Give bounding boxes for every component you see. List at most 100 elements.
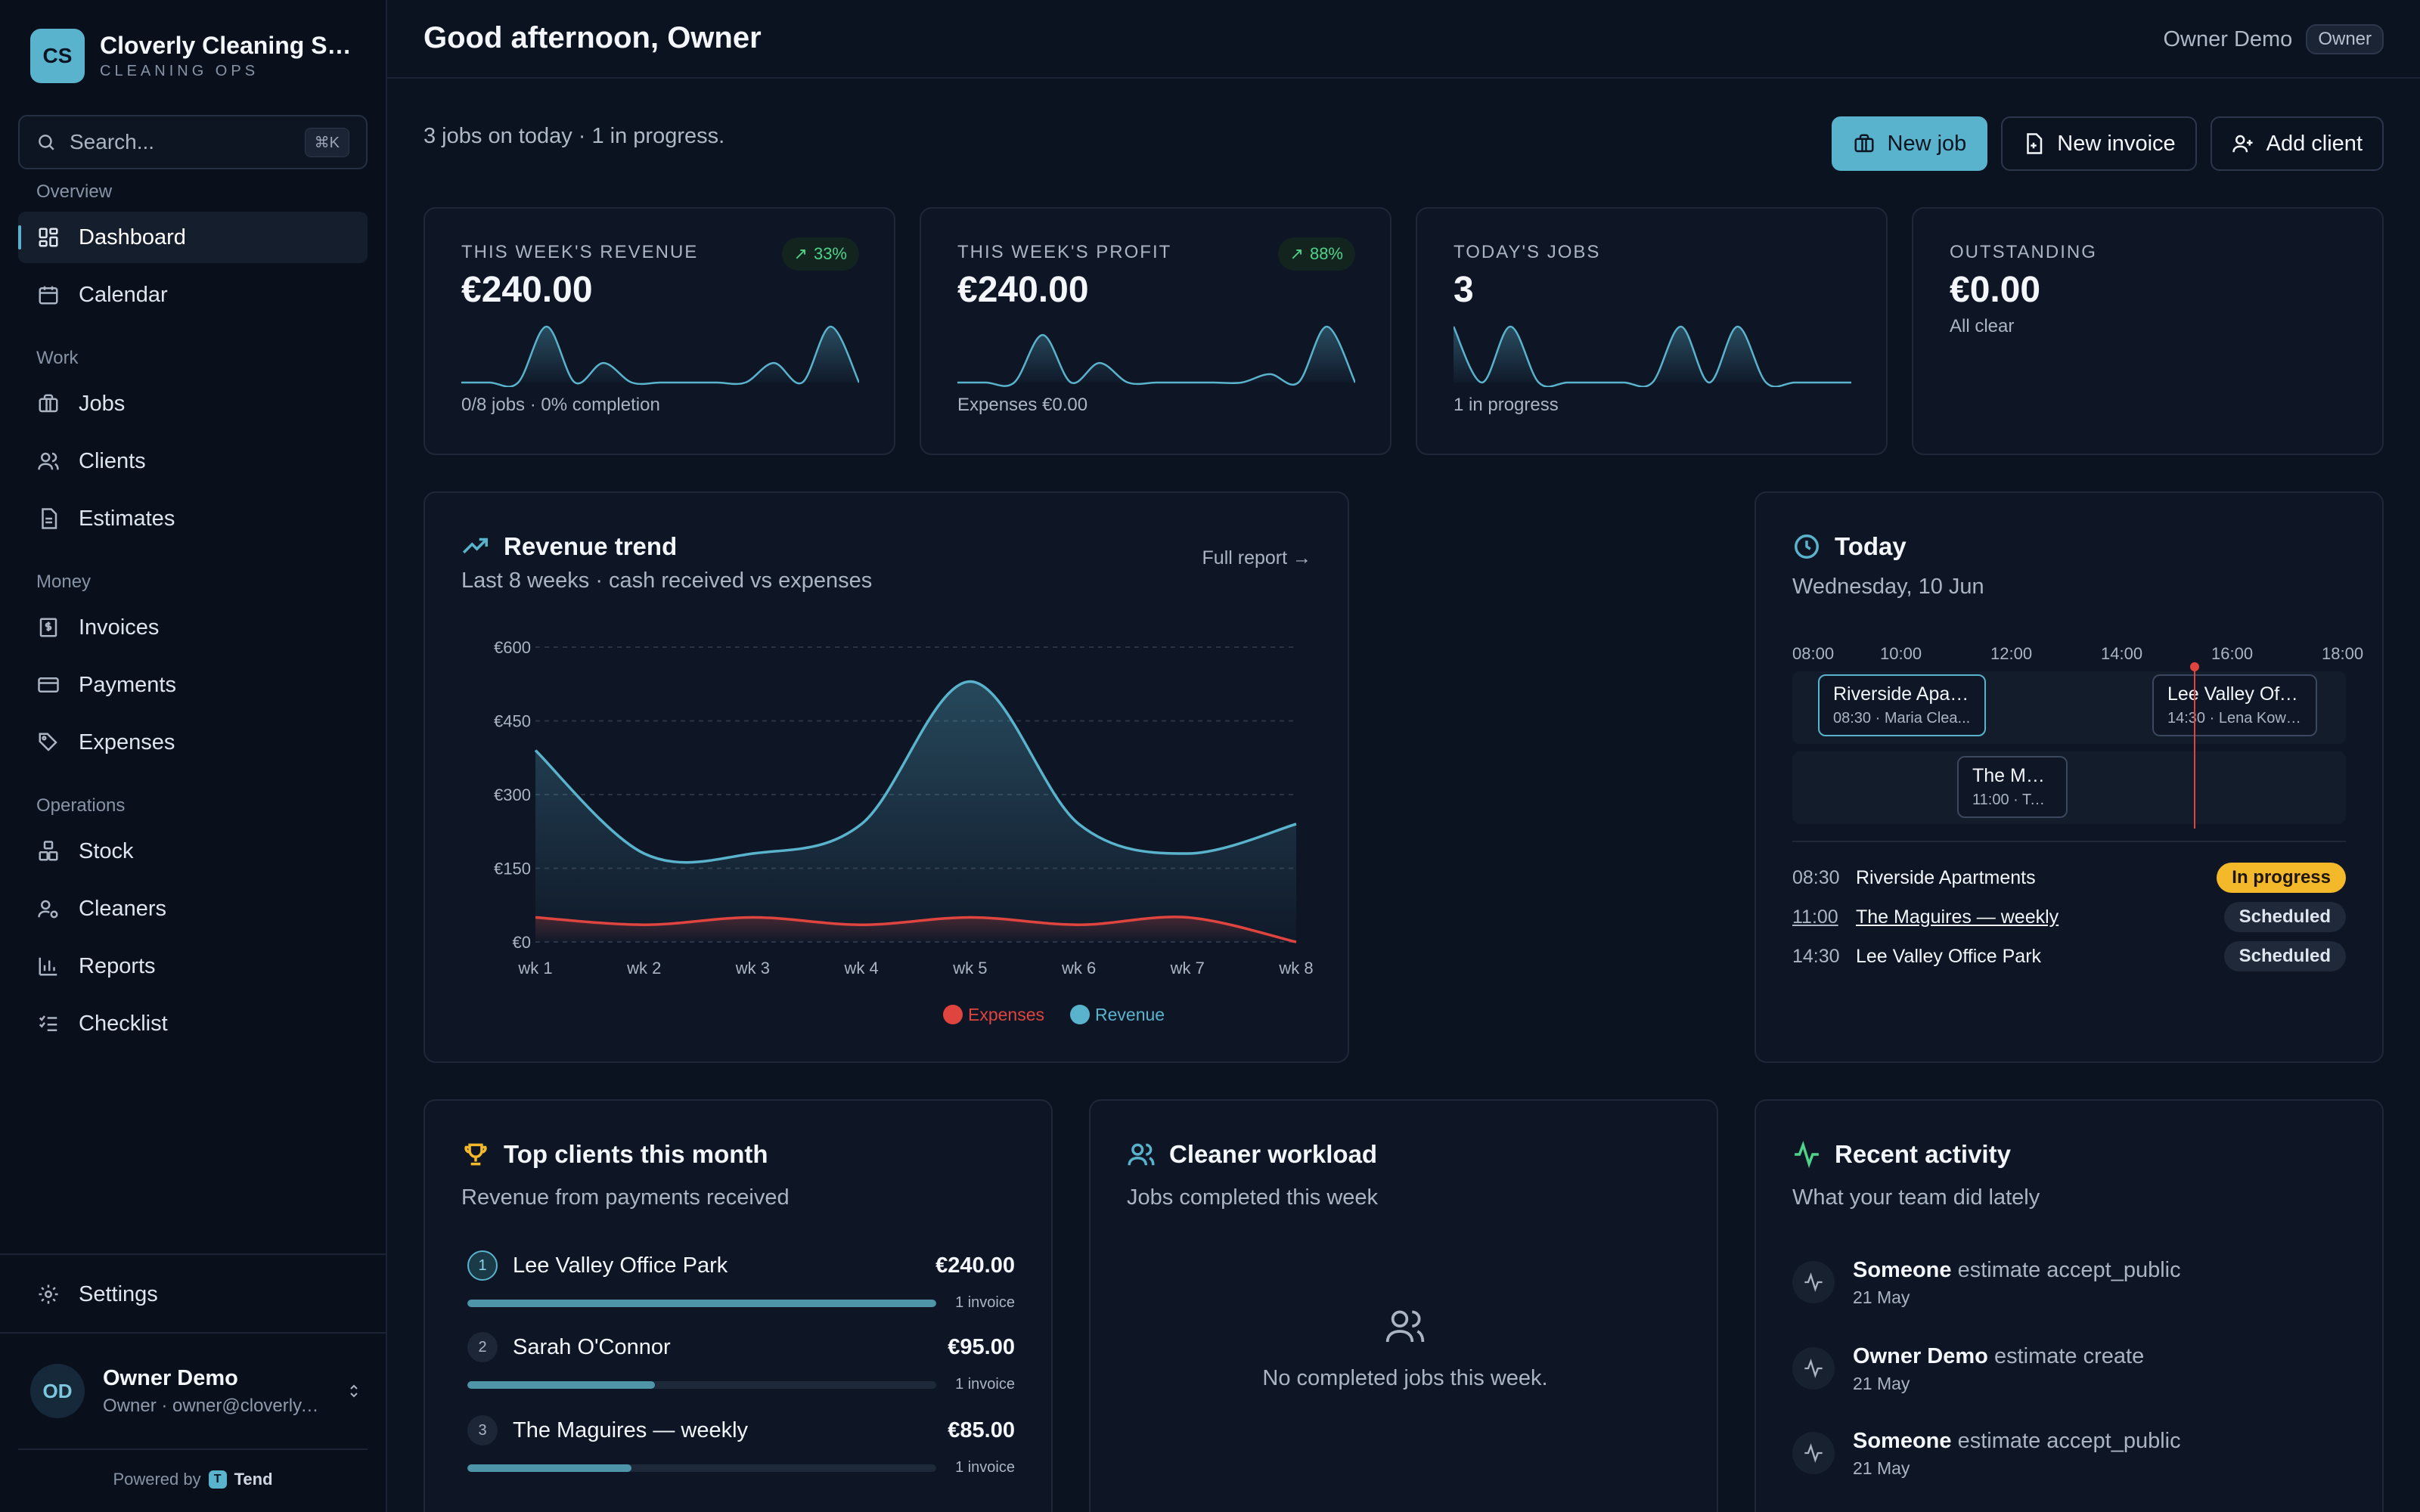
search-input[interactable] (70, 130, 296, 154)
sidebar-item-reports[interactable]: Reports (18, 940, 368, 992)
sidebar-item-jobs[interactable]: Jobs (18, 378, 368, 429)
kpi-label: THIS WEEK'S REVENUE (461, 242, 699, 262)
client-name: The Maguires — weekly (513, 1418, 749, 1442)
client-invoices: 1 invoice (955, 1294, 1015, 1311)
client-invoices: 1 invoice (955, 1376, 1015, 1393)
timeline-event[interactable]: Riverside Apartments 08:30 · Maria Clea.… (1818, 674, 1986, 736)
legend-label-expenses[interactable]: Expenses (968, 1005, 1044, 1024)
sidebar-item-clients[interactable]: Clients (18, 435, 368, 487)
nav-section-operations: Operations (36, 795, 126, 816)
x-tick-label: wk 6 (1061, 959, 1096, 978)
legend-swatch-expenses (943, 1005, 963, 1024)
timeline-tick: 12:00 (1990, 644, 2033, 663)
divider (1792, 841, 2346, 842)
sidebar-item-invoices[interactable]: Invoices (18, 602, 368, 653)
sidebar-divider (18, 1448, 368, 1450)
client-name: Lee Valley Office Park (513, 1253, 728, 1278)
sidebar-item-settings[interactable]: Settings (18, 1269, 368, 1320)
sparkline-line (1454, 325, 1851, 387)
search-box[interactable]: ⌘K (18, 115, 368, 169)
activity-item[interactable]: Owner Demo estimate create 21 May (1792, 1344, 2144, 1394)
timeline-event[interactable]: The Maguires — weekly 11:00 · Tom... (1957, 756, 2068, 818)
schedule-row[interactable]: 14:30 Lee Valley Office Park Scheduled (1792, 939, 2346, 974)
sidebar-item-checklist[interactable]: Checklist (18, 998, 368, 1049)
search-shortcut: ⌘K (304, 127, 349, 157)
rank-badge: 2 (467, 1332, 498, 1362)
brand-name: Cloverly Cleaning Services (100, 32, 357, 59)
recent-activity-card: Recent activity What your team did latel… (1754, 1099, 2384, 1512)
rank-badge: 3 (467, 1415, 498, 1445)
sparkline (461, 325, 859, 387)
schedule-row[interactable]: 08:30 Riverside Apartments In progress (1792, 860, 2346, 895)
schedule-time: 11:00 (1792, 906, 1838, 928)
x-tick-label: wk 3 (735, 959, 770, 978)
client-amount: €240.00 (935, 1253, 1015, 1278)
today-card: Today Wednesday, 10 Jun 08:00 10:00 12:0… (1754, 491, 2384, 1063)
activity-item[interactable]: Someone estimate accept_public 21 May (1792, 1258, 2181, 1308)
expenses-line (535, 916, 1297, 943)
sidebar-divider (0, 1253, 386, 1255)
client-row[interactable]: 1 Lee Valley Office Park €240.00 1 invoi… (461, 1247, 1015, 1312)
full-report-link[interactable]: Full report → (1202, 547, 1311, 569)
user-menu[interactable]: OD Owner Demo Owner · owner@cloverly.dem… (30, 1364, 363, 1418)
y-tick-label: €450 (494, 712, 531, 731)
brand[interactable]: CS Cloverly Cleaning Services CLEANING O… (30, 29, 357, 83)
sparkline (957, 325, 1355, 387)
schedule-name: The Maguires — weekly (1856, 906, 2059, 928)
trending-up-icon (462, 538, 488, 554)
users-icon (1385, 1310, 1425, 1343)
sidebar-item-label: Estimates (79, 506, 175, 531)
timeline-lane (1792, 751, 2346, 824)
timeline-event-name: Riverside Apartments (1833, 683, 1971, 705)
brand-subtitle: CLEANING OPS (100, 63, 259, 79)
kpi-card-revenue[interactable]: THIS WEEK'S REVENUE ↗ 33% €240.00 0/8 job… (424, 207, 895, 455)
client-share-bar (467, 1380, 936, 1389)
tend-name[interactable]: Tend (234, 1470, 273, 1489)
sidebar-item-stock[interactable]: Stock (18, 826, 368, 877)
top-user[interactable]: Owner Demo Owner (2163, 24, 2384, 54)
kpi-value: €0.00 (1950, 270, 2041, 310)
new-invoice-button[interactable]: New invoice (2001, 116, 2197, 171)
kpi-card-profit[interactable]: THIS WEEK'S PROFIT ↗ 88% €240.00 Expenses… (920, 207, 1392, 455)
y-tick-label: €0 (513, 933, 531, 952)
revenue-chart: €0 €150 €300 €450 €600 wk 1 wk 2 wk 3 wk 4 wk 5 wk… (494, 638, 1314, 1024)
sidebar-item-expenses[interactable]: Expenses (18, 717, 368, 768)
kpi-card-todays-jobs[interactable]: TODAY'S JOBS 3 1 in progress (1416, 207, 1888, 455)
sidebar-item-calendar[interactable]: Calendar (18, 269, 368, 321)
timeline-event-meta: 08:30 · Maria Clea... (1833, 710, 1971, 727)
today-date: Wednesday, 10 Jun (1792, 575, 1984, 599)
client-row[interactable]: 3 The Maguires — weekly €85.00 1 invoice (461, 1412, 1015, 1476)
sidebar-item-payments[interactable]: Payments (18, 659, 368, 711)
card-title: Top clients this month (461, 1140, 768, 1169)
sidebar-item-dashboard[interactable]: Dashboard (18, 212, 368, 263)
jobs-summary: 3 jobs on today · 1 in progress. (424, 124, 725, 148)
credit-card-icon (36, 673, 60, 697)
revenue-line (534, 680, 1297, 864)
sidebar-item-label: Jobs (79, 391, 126, 416)
timeline-event-meta: 14:30 · Lena Kowalski (2167, 710, 2302, 727)
schedule-row[interactable]: 11:00 The Maguires — weekly Scheduled (1792, 900, 2346, 934)
add-client-button[interactable]: Add client (2210, 116, 2384, 171)
expenses-area (535, 916, 1296, 942)
new-job-button[interactable]: New job (1831, 116, 1988, 171)
legend-label-revenue[interactable]: Revenue (1095, 1005, 1165, 1024)
sparkline-area (1454, 327, 1851, 387)
card-title: Revenue trend (461, 532, 677, 561)
nav-section-money: Money (36, 572, 92, 592)
x-tick-label: wk 5 (952, 959, 987, 978)
client-row[interactable]: 2 Sarah O'Connor €95.00 1 invoice (461, 1329, 1015, 1393)
kpi-footnote: All clear (1950, 316, 2015, 336)
sidebar-item-estimates[interactable]: Estimates (18, 493, 368, 544)
empty-state: No completed jobs this week. (1091, 1305, 1720, 1391)
file-plus-icon (2027, 133, 2043, 154)
timeline-event[interactable]: Lee Valley Office Park 14:30 · Lena Kowa… (2152, 674, 2317, 736)
kpi-card-outstanding[interactable]: OUTSTANDING €0.00 All clear (1912, 207, 2384, 455)
timeline-tick: 16:00 (2211, 644, 2254, 663)
activity-item[interactable]: Someone estimate accept_public 21 May (1792, 1429, 2181, 1479)
activity-date: 21 May (1853, 1374, 1910, 1393)
sidebar-item-cleaners[interactable]: Cleaners (18, 883, 368, 934)
briefcase-icon (1854, 134, 1874, 153)
client-name: Sarah O'Connor (513, 1334, 671, 1359)
revenue-trend-card: Revenue trend Last 8 weeks · cash receiv… (424, 491, 1349, 1063)
activity-action: estimate accept_public (1957, 1429, 2181, 1453)
